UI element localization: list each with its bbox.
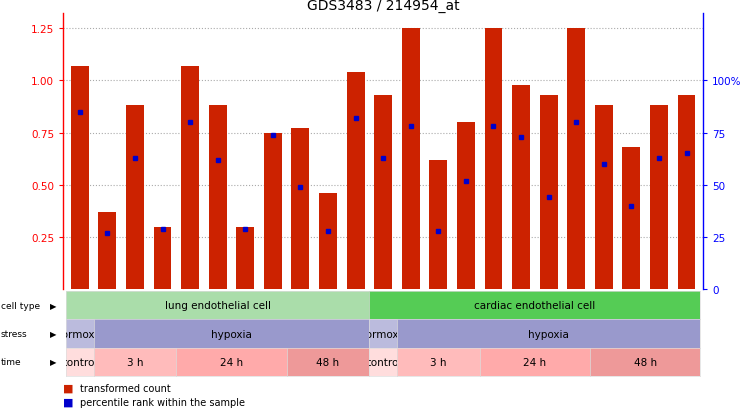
Bar (71, 66, 89, 290)
Bar (457, 123, 475, 290)
Bar (319, 194, 337, 290)
Text: 24 h: 24 h (220, 357, 243, 367)
Bar (650, 106, 668, 290)
Bar (264, 133, 282, 290)
Text: 24 h: 24 h (523, 357, 546, 367)
Bar (126, 106, 144, 290)
Text: normoxia: normoxia (359, 329, 408, 339)
Text: 48 h: 48 h (316, 357, 339, 367)
Bar (539, 96, 557, 290)
Bar (429, 160, 447, 290)
Text: 48 h: 48 h (634, 357, 657, 367)
Text: hypoxia: hypoxia (211, 329, 252, 339)
Bar (292, 129, 310, 290)
Text: control: control (62, 357, 98, 367)
Bar (153, 227, 171, 290)
Bar (623, 148, 641, 290)
Text: ■: ■ (63, 383, 74, 393)
Bar (374, 96, 392, 290)
Text: ▶: ▶ (50, 329, 57, 338)
Text: stress: stress (1, 329, 28, 338)
Text: time: time (1, 357, 22, 366)
Text: ▶: ▶ (50, 357, 57, 366)
Bar (484, 29, 502, 290)
Text: ▶: ▶ (50, 301, 57, 310)
Text: control: control (365, 357, 401, 367)
Bar (181, 66, 199, 290)
Bar (678, 96, 696, 290)
Text: transformed count: transformed count (80, 383, 170, 393)
Title: GDS3483 / 214954_at: GDS3483 / 214954_at (307, 0, 460, 14)
Text: cell type: cell type (1, 301, 40, 310)
Text: 3 h: 3 h (126, 357, 143, 367)
Text: 3 h: 3 h (430, 357, 446, 367)
Bar (237, 227, 254, 290)
Text: cardiac endothelial cell: cardiac endothelial cell (474, 301, 595, 311)
Text: ■: ■ (63, 397, 74, 407)
Bar (595, 106, 613, 290)
Text: hypoxia: hypoxia (528, 329, 569, 339)
Text: lung endothelial cell: lung endothelial cell (164, 301, 271, 311)
Text: percentile rank within the sample: percentile rank within the sample (80, 397, 245, 407)
Bar (98, 212, 116, 290)
Text: normoxia: normoxia (55, 329, 104, 339)
Bar (567, 29, 586, 290)
Bar (209, 106, 227, 290)
Bar (512, 85, 530, 290)
Bar (402, 29, 420, 290)
Bar (347, 73, 365, 290)
